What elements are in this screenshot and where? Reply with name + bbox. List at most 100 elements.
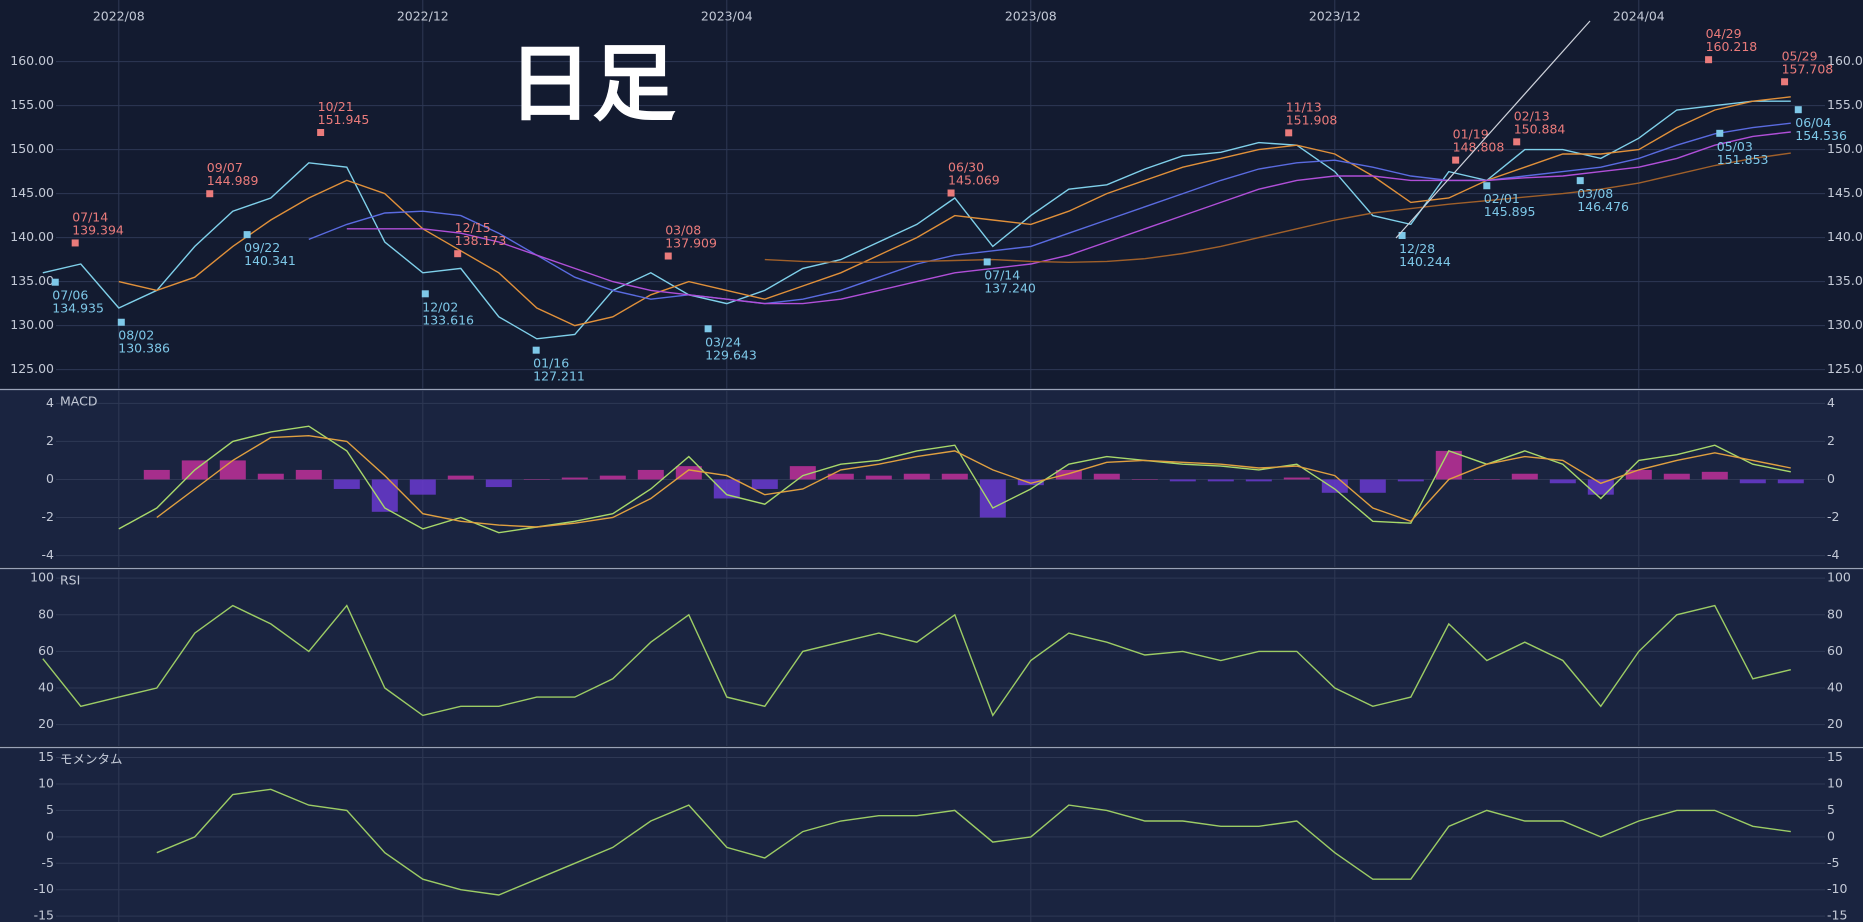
annotation-value: 129.643: [705, 347, 757, 362]
annotation-date: 09/22: [244, 240, 280, 255]
y-tick-label-right: 125.00: [1827, 361, 1863, 376]
annotation-value: 150.884: [1514, 121, 1566, 136]
histogram-bar: [1435, 450, 1462, 480]
low-marker: [704, 325, 712, 333]
histogram-bar: [257, 473, 284, 480]
panel-title: モメンタム: [60, 752, 123, 767]
histogram-bar: [219, 460, 246, 480]
series-line: [118, 96, 1791, 327]
histogram-bar: [1701, 471, 1728, 480]
y-tick-label-right: 15: [1827, 749, 1843, 764]
annotation-value: 139.394: [72, 222, 124, 237]
y-tick-label-right: 145.00: [1827, 185, 1863, 200]
histogram-bar: [1397, 479, 1424, 482]
high-marker: [947, 189, 955, 197]
y-tick-label: 130.00: [10, 317, 54, 332]
histogram-bar: [751, 479, 778, 489]
annotation-value: 145.069: [948, 173, 1000, 188]
series-line: [42, 100, 1791, 340]
histogram-bar: [903, 473, 930, 480]
histogram-bar: [409, 479, 436, 495]
histogram-bar: [675, 466, 702, 480]
y-tick-label: -4: [42, 547, 55, 562]
y-tick-label: 10: [38, 775, 54, 790]
high-marker: [317, 128, 325, 136]
series-line: [42, 604, 1791, 717]
annotation-date: 05/29: [1782, 48, 1818, 63]
histogram-bar: [1321, 479, 1348, 493]
histogram-bar: [447, 475, 474, 480]
series-line: [308, 122, 1791, 305]
y-tick-label-right: -15: [1827, 908, 1847, 922]
histogram-bar: [333, 479, 360, 489]
annotation-date: 11/13: [1286, 99, 1322, 114]
y-tick-label: 135.00: [10, 273, 54, 288]
annotation-value: 130.386: [118, 341, 170, 356]
annotation-value: 151.908: [1286, 112, 1338, 127]
y-tick-label-right: 80: [1827, 606, 1843, 621]
y-tick-label: -10: [34, 881, 54, 896]
series-line: [118, 425, 1791, 534]
histogram-bar: [295, 469, 322, 480]
histogram-bar: [1093, 473, 1120, 480]
y-tick-label-right: 5: [1827, 802, 1835, 817]
y-tick-label-right: 0: [1827, 471, 1835, 486]
annotation-value: 138.173: [455, 233, 507, 248]
annotation-value: 154.536: [1795, 128, 1847, 143]
y-tick-label: 80: [38, 606, 54, 621]
x-tick-label: 2023/12: [1309, 9, 1361, 24]
annotation-value: 151.945: [318, 112, 370, 127]
y-tick-label-right: -2: [1827, 509, 1839, 524]
series-line: [346, 131, 1791, 305]
y-tick-label-right: 4: [1827, 395, 1835, 410]
histogram-bar: [979, 479, 1006, 518]
histogram-bar: [1777, 479, 1804, 484]
y-tick-label: -15: [34, 908, 54, 922]
annotation-value: 145.895: [1484, 204, 1536, 219]
y-tick-label: 0: [46, 828, 54, 843]
annotation-value: 148.808: [1453, 140, 1505, 155]
histogram-bar: [1511, 473, 1538, 480]
annotation-date: 10/21: [318, 99, 354, 114]
y-tick-label-right: 150.00: [1827, 141, 1863, 156]
y-tick-label: -5: [42, 855, 54, 870]
series-line: [764, 152, 1791, 264]
panel-background: [0, 748, 1863, 922]
annotation-date: 06/04: [1795, 115, 1831, 130]
y-tick-label-right: -4: [1827, 547, 1840, 562]
annotation-value: 144.989: [207, 173, 259, 188]
high-marker: [71, 239, 79, 247]
y-tick-label: 2: [46, 433, 54, 448]
y-tick-label: 40: [38, 679, 54, 694]
histogram-bar: [637, 469, 664, 480]
y-tick-label: 125.00: [10, 361, 54, 376]
y-tick-label-right: -5: [1827, 855, 1839, 870]
low-marker: [51, 278, 59, 286]
histogram-bar: [1473, 479, 1500, 480]
annotation-date: 07/14: [984, 267, 1020, 282]
panel-background: [0, 569, 1863, 746]
x-tick-label: 2022/08: [93, 9, 145, 24]
y-tick-label-right: 130.00: [1827, 317, 1863, 332]
annotation-value: 151.853: [1717, 152, 1769, 167]
annotation-value: 127.211: [533, 369, 585, 384]
annotation-date: 06/30: [948, 160, 984, 175]
trend-line: [1395, 20, 1591, 239]
low-marker: [1398, 231, 1406, 239]
handwritten-note: 日足: [508, 35, 676, 133]
high-marker: [664, 252, 672, 260]
high-marker: [454, 250, 462, 258]
series-line: [156, 788, 1791, 896]
histogram-bar: [827, 473, 854, 480]
histogram-bar: [1207, 479, 1234, 482]
histogram-bar: [789, 466, 816, 480]
x-tick-label: 2023/08: [1005, 9, 1057, 24]
panel-title: MACD: [60, 394, 97, 409]
annotation-date: 03/08: [665, 223, 701, 238]
histogram-bar: [1359, 479, 1386, 493]
x-tick-label: 2024/04: [1613, 9, 1665, 24]
low-marker: [1716, 129, 1724, 137]
annotation-date: 07/14: [72, 209, 108, 224]
y-tick-label-right: 20: [1827, 716, 1843, 731]
